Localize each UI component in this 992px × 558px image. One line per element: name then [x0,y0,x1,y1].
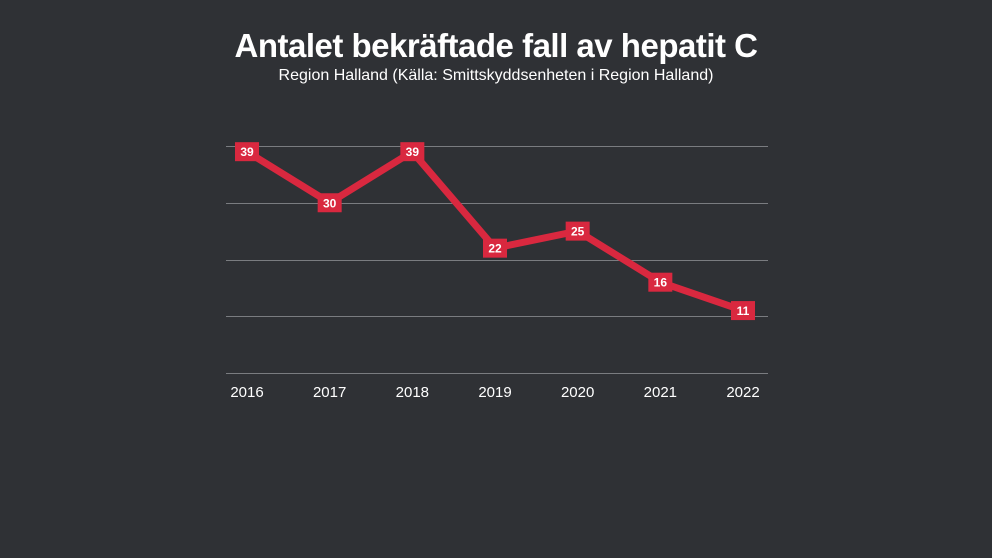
data-label-box [648,272,673,292]
gridlines [226,146,768,374]
data-labels: 39 30 39 22 25 16 11 [235,142,755,321]
x-tick-label-2018: 2018 [396,384,429,401]
data-label-box [565,221,590,241]
x-tick-label-2019: 2019 [478,384,511,401]
data-label: 30 [323,196,337,210]
data-label: 39 [406,145,420,159]
data-label-box [317,193,342,213]
data-label: 25 [571,225,585,239]
data-label: 39 [240,145,254,159]
x-tick-label-2020: 2020 [561,384,594,401]
data-label-box [731,301,755,321]
x-tick-label-2017: 2017 [313,384,346,401]
x-tick-label-2021: 2021 [644,384,677,401]
data-label-box [400,142,425,162]
data-point-2021: 16 [648,272,673,292]
data-label: 11 [737,304,750,318]
data-label-box [483,238,507,258]
x-tick-label-2022: 2022 [726,384,759,401]
chart-title: Antalet bekräftade fall av hepatit C [234,27,758,64]
data-point-2017: 30 [317,193,342,213]
data-label: 22 [488,242,502,256]
data-point-2020: 25 [565,221,590,241]
data-label-box [235,142,259,162]
data-point-2018: 39 [400,142,425,162]
data-point-2019: 22 [483,238,507,258]
x-tick-label-2016: 2016 [230,384,263,401]
data-point-2022: 11 [731,301,755,321]
chart-subtitle: Region Halland (Källa: Smittskyddsenhete… [278,67,714,84]
data-point-2016: 39 [235,142,259,162]
x-axis-tick-labels: 2016 2017 2018 2019 2020 2021 2022 [230,384,759,401]
data-label: 16 [654,276,668,290]
